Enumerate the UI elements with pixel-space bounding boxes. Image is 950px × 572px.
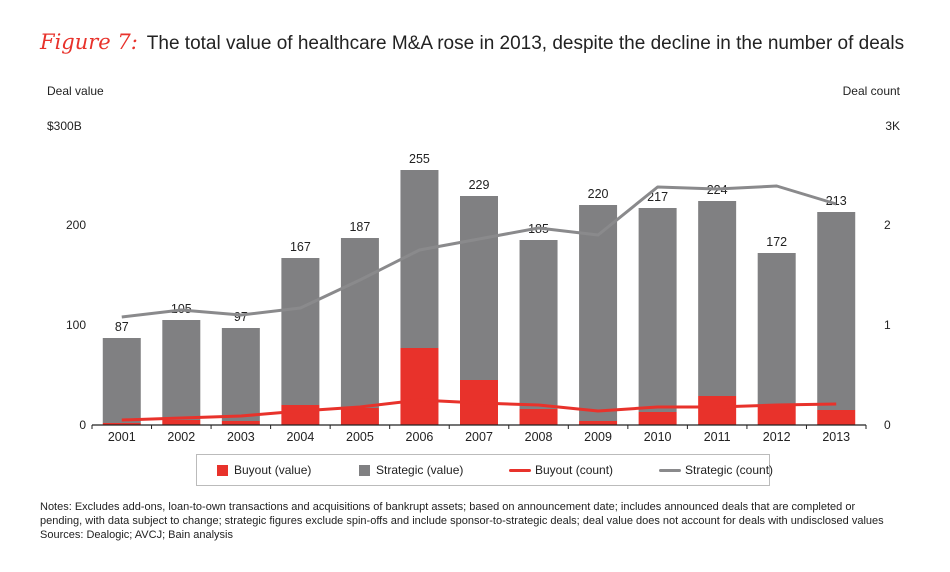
left-axis-unit: $300B	[47, 119, 82, 133]
strategic-value-bar	[757, 253, 796, 405]
buyout-value-bar	[162, 420, 201, 425]
left-axis-title: Deal value	[47, 84, 104, 98]
legend-buyout-count-label: Buyout (count)	[535, 463, 614, 477]
strategic-value-bar	[460, 196, 498, 380]
legend-strategic-value-label: Strategic (value)	[376, 463, 464, 477]
x-tick-label: 2005	[346, 430, 374, 444]
strategic-value-bar	[102, 338, 141, 423]
notes-line-3: Sources: Dealogic; AVCJ; Bain analysis	[40, 529, 233, 541]
strategic-value-bar	[698, 201, 737, 396]
x-tick-label: 2006	[406, 430, 434, 444]
bar-total-label: 255	[409, 152, 430, 166]
strategic-value-bar	[340, 238, 379, 408]
right-axis-title: Deal count	[842, 84, 900, 98]
right-axis-unit: 3K	[885, 119, 900, 133]
bar-total-label: 97	[234, 310, 248, 324]
chart-legend: Buyout (value) Strategic (value) Buyout …	[196, 454, 773, 486]
right-tick-label: 2	[884, 218, 891, 232]
figure-number: Figure 7:	[40, 30, 138, 54]
x-tick-label: 2003	[227, 430, 255, 444]
x-tick-label: 2013	[822, 430, 850, 444]
legend-buyout-count: Buyout (count)	[509, 463, 613, 477]
bar-total-label: 229	[469, 178, 490, 192]
notes-line-2: pending, with data subject to change; st…	[40, 515, 884, 527]
buyout-value-bar	[698, 396, 737, 425]
x-tick-label: 2011	[704, 430, 731, 444]
right-tick-label: 0	[884, 418, 891, 432]
strategic-value-bar	[638, 208, 677, 412]
buyout-value-bar	[579, 421, 618, 425]
buyout-value-bar	[102, 423, 141, 425]
buyout-value-bar	[817, 410, 856, 425]
strategic-value-swatch	[359, 464, 370, 476]
x-tick-label: 2002	[167, 430, 195, 444]
x-tick-label: 2010	[644, 430, 672, 444]
x-tick-label: 2007	[465, 430, 493, 444]
x-tick-label: 2009	[584, 430, 612, 444]
strategic-value-bar	[579, 205, 618, 421]
buyout-value-bar	[757, 405, 796, 425]
bar-total-label: 172	[766, 235, 787, 249]
strategic-value-bar	[162, 320, 201, 420]
bar-total-label: 217	[647, 190, 668, 204]
buyout-value-bar	[281, 405, 320, 425]
buyout-value-bar	[519, 409, 558, 425]
bar-total-label: 220	[588, 187, 609, 201]
legend-strategic-value: Strategic (value)	[359, 463, 463, 477]
strategic-value-bar	[221, 328, 260, 421]
buyout-value-bar	[400, 348, 439, 425]
buyout-value-bar	[340, 408, 379, 425]
strategic-value-bar	[817, 212, 856, 410]
x-tick-label: 2001	[108, 430, 136, 444]
buyout-value-bar	[221, 421, 260, 425]
legend-buyout-value: Buyout (value)	[217, 463, 311, 477]
buyout-value-swatch	[217, 464, 228, 476]
chart-notes: Notes: Excludes add-ons, loan-to-own tra…	[40, 500, 920, 542]
bar-total-label: 213	[826, 194, 847, 208]
figure-title: Figure 7: The total value of healthcare …	[40, 30, 904, 55]
buyout-value-bar	[638, 412, 677, 425]
strategic-value-bar	[281, 258, 320, 405]
strategic-count-line	[121, 184, 837, 319]
strategic-value-bar	[400, 170, 439, 348]
x-tick-label: 2004	[286, 430, 314, 444]
bar-total-label: 167	[290, 240, 311, 254]
bar-total-label: 187	[349, 220, 370, 234]
legend-strategic-count-label: Strategic (count)	[685, 463, 774, 477]
left-tick-label: 200	[66, 218, 86, 232]
x-tick-label: 2008	[525, 430, 553, 444]
buyout-count-line-swatch	[509, 468, 531, 472]
strategic-count-line-swatch	[659, 468, 681, 472]
figure-title-text: The total value of healthcare M&A rose i…	[146, 33, 905, 54]
legend-buyout-value-label: Buyout (value)	[234, 463, 312, 477]
legend-strategic-count: Strategic (count)	[659, 463, 773, 477]
left-tick-label: 0	[79, 418, 86, 432]
deal-chart: 0100200012872001105200297200316720041872…	[66, 152, 891, 444]
strategic-value-bar	[519, 240, 558, 409]
buyout-count-line	[121, 398, 837, 422]
left-tick-label: 100	[66, 318, 86, 332]
x-tick-label: 2012	[763, 430, 791, 444]
notes-line-1: Notes: Excludes add-ons, loan-to-own tra…	[40, 501, 856, 513]
bar-total-label: 87	[115, 320, 129, 334]
right-tick-label: 1	[884, 318, 891, 332]
